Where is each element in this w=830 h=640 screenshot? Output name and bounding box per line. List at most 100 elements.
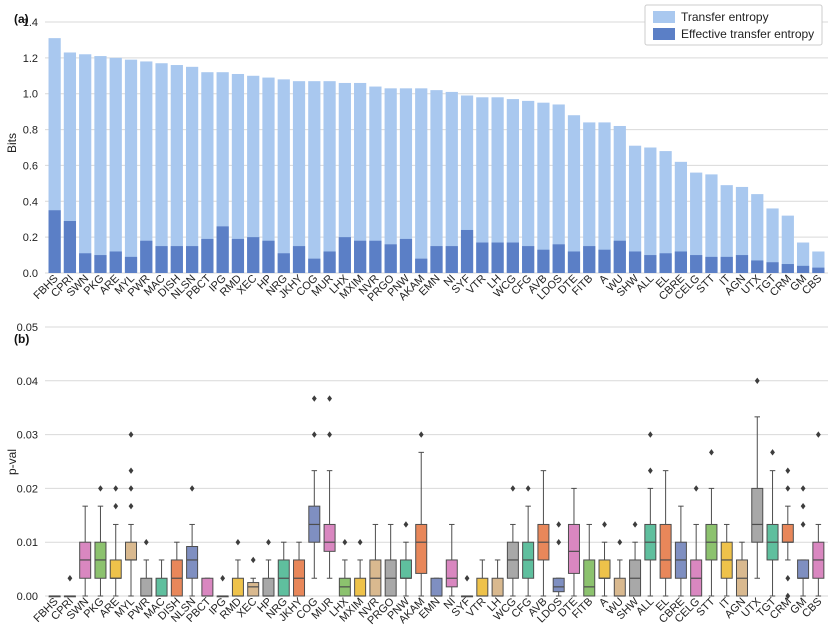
bar-transfer-entropy-avb — [537, 102, 550, 273]
panel-a-y-tick-label: 1.0 — [23, 89, 38, 101]
panel-b-x-tick-label-all: ALL — [634, 596, 656, 618]
outlier-gm — [800, 502, 806, 510]
box-gm — [797, 485, 810, 597]
bar-transfer-entropy-lh — [491, 97, 504, 273]
bar-effective-transfer-entropy-pnw — [399, 238, 413, 273]
outlier-crm — [785, 575, 791, 582]
box-it — [720, 523, 733, 597]
box-mac — [155, 559, 168, 597]
bar-effective-transfer-entropy-nlsn — [185, 246, 199, 273]
legend-label-transfer-entropy: Transfer entropy — [681, 10, 769, 24]
bar-transfer-entropy-swn — [79, 54, 92, 274]
panel-a-transfer-entropy-bar-chart: 0.0 0.2 0.4 0.6 0.8 1.0 1.2 1.4 FBHSCPRISWNPKGA… — [5, 4, 828, 304]
box-iqr-mac — [155, 577, 168, 597]
bar-effective-transfer-entropy-lhx — [338, 237, 351, 273]
box-avb — [537, 470, 550, 597]
bar-transfer-entropy-dte — [567, 115, 581, 273]
box-syf — [461, 575, 474, 598]
outlier-cfg — [525, 485, 531, 492]
box-jkhy — [293, 541, 306, 597]
box-mxim — [354, 539, 367, 597]
bar-effective-transfer-entropy-gm — [796, 265, 810, 273]
bar-transfer-entropy-mxim — [354, 82, 367, 273]
bar-effective-transfer-entropy-hp — [262, 240, 275, 273]
bar-effective-transfer-entropy-are — [109, 251, 122, 273]
panel-b-boxes — [48, 377, 825, 600]
bar-effective-transfer-entropy-syf — [460, 229, 474, 273]
box-agn — [735, 541, 748, 597]
bar-transfer-entropy-shw — [628, 145, 642, 273]
legend-label-effective-transfer-entropy: Effective transfer entropy — [681, 27, 814, 41]
bar-effective-transfer-entropy-cbs — [812, 267, 825, 273]
bar-effective-transfer-entropy-fitb — [583, 246, 596, 273]
bar-transfer-entropy-vtr — [476, 97, 489, 273]
box-tgt — [766, 449, 779, 597]
bar-effective-transfer-entropy-a — [598, 249, 611, 273]
bar-effective-transfer-entropy-akam — [415, 258, 428, 273]
panel-b-y-tick-label: 0.03 — [17, 430, 38, 442]
box-pkg — [94, 485, 107, 597]
bar-transfer-entropy-emn — [430, 90, 443, 273]
box-iqr-akam — [415, 523, 428, 574]
box-el — [659, 470, 672, 597]
bar-effective-transfer-entropy-agn — [735, 255, 749, 273]
box-lhx — [338, 539, 351, 597]
box-emn — [430, 577, 443, 597]
box-cbs — [812, 431, 825, 597]
box-iqr-el — [659, 523, 672, 579]
bar-transfer-entropy-it — [720, 185, 733, 273]
panel-a-y-tick-labels: 0.0 0.2 0.4 0.6 0.8 1.0 1.2 1.4 — [23, 17, 38, 280]
bar-transfer-entropy-are — [109, 57, 122, 273]
outlier-myl — [128, 485, 134, 492]
box-lh — [491, 559, 504, 597]
bar-transfer-entropy-pbct — [201, 72, 214, 273]
outlier-pwr — [143, 539, 149, 546]
panel-b-y-axis-title: p-val — [5, 449, 19, 475]
box-iqr-wu — [613, 577, 626, 597]
bar-effective-transfer-entropy-mur — [323, 251, 336, 273]
box-cbre — [674, 505, 687, 597]
panel-a-bars — [48, 38, 825, 274]
box-ni — [445, 523, 458, 597]
panel-b-p-value-box-plot: 0.00 0.01 0.02 0.03 0.04 0.05 FBHSCPRISWNPKGA… — [5, 322, 828, 627]
box-cog — [308, 395, 321, 579]
box-hp — [262, 539, 275, 597]
box-iqr-dte — [567, 523, 580, 574]
bar-effective-transfer-entropy-pbct — [201, 238, 214, 273]
bar-effective-transfer-entropy-pkg — [94, 255, 107, 273]
outlier-wcg — [510, 485, 516, 492]
panel-a-y-tick-label: 0.4 — [23, 196, 38, 208]
box-iqr-a — [598, 559, 611, 579]
outlier-rmd — [235, 539, 241, 546]
bar-effective-transfer-entropy-pwr — [140, 240, 153, 273]
box-shw — [629, 521, 642, 597]
outlier-crm — [785, 592, 791, 600]
outlier-myl — [128, 431, 134, 438]
bar-transfer-entropy-lhx — [338, 82, 351, 273]
bar-transfer-entropy-rmd — [231, 73, 245, 273]
bar-transfer-entropy-jkhy — [292, 81, 306, 274]
bar-effective-transfer-entropy-crm — [781, 264, 794, 273]
outlier-shw — [632, 521, 638, 528]
box-celg — [690, 485, 703, 597]
box-are — [109, 485, 122, 597]
box-iqr-xec — [247, 582, 260, 597]
outlier-wu — [617, 539, 623, 546]
box-cpri — [63, 575, 76, 598]
bar-transfer-entropy-pkg — [94, 56, 107, 273]
outlier-myl — [128, 502, 134, 510]
box-nvr — [369, 523, 382, 597]
outlier-utx — [754, 377, 760, 384]
box-a — [598, 521, 611, 597]
bar-transfer-entropy-pwr — [140, 61, 153, 273]
bar-transfer-entropy-cfg — [522, 100, 535, 273]
bar-effective-transfer-entropy-wcg — [506, 242, 519, 273]
box-utx — [751, 377, 764, 579]
outlier-mxim — [357, 539, 363, 546]
outlier-are — [113, 502, 119, 510]
box-iqr-utx — [751, 487, 764, 543]
panel-a-x-tick-label-all: ALL — [634, 273, 656, 295]
outlier-gm — [800, 485, 806, 492]
bar-transfer-entropy-mur — [323, 81, 336, 274]
